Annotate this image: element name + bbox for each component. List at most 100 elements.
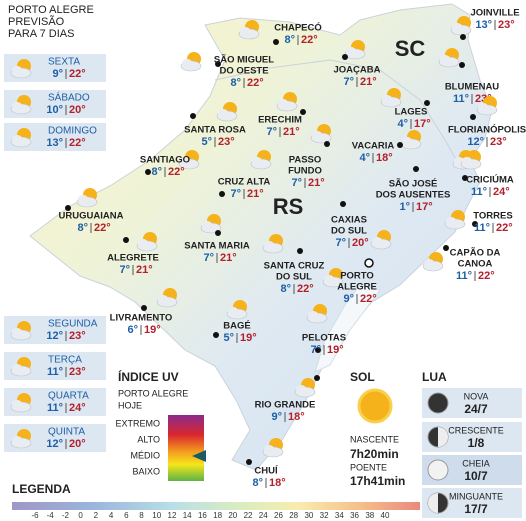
sunrise-label: NASCENTE — [350, 434, 399, 444]
temp-max: 17° — [416, 201, 433, 213]
city-name: SANTA MARIA — [184, 241, 250, 252]
temp-min: 5° — [201, 136, 212, 148]
legend-tick: 34 — [335, 511, 344, 520]
temp-max: 21° — [136, 264, 153, 276]
temp-max: 20° — [69, 438, 86, 450]
legend-tick: -4 — [47, 511, 55, 520]
uv-level: BAIXO — [132, 466, 160, 476]
legend-tick: 14 — [183, 511, 192, 520]
city-name: SÃO JOSÉ — [389, 179, 438, 190]
temp-max: 22° — [69, 68, 86, 80]
legend-tick: 10 — [152, 511, 161, 520]
city-name: FLORIANÓPOLIS — [448, 124, 526, 136]
city-name: LAGES — [395, 107, 428, 118]
legend-tick: 28 — [289, 511, 298, 520]
city-marker — [315, 347, 321, 353]
temp-max: 24° — [69, 402, 86, 414]
city-name: PASSO — [289, 155, 322, 166]
city-name: SANTA CRUZ — [264, 261, 325, 272]
city-name: SÃO MIGUEL — [214, 55, 274, 66]
legend-tick: 12 — [168, 511, 177, 520]
moon-icon — [427, 459, 449, 481]
temp-max: 22° — [69, 137, 86, 149]
temp-max: 23° — [498, 19, 515, 31]
legend-tick: 16 — [198, 511, 207, 520]
header-line: PREVISÃO — [8, 15, 65, 28]
temp-max: 22° — [360, 293, 377, 305]
sunset-label: POENTE — [350, 462, 387, 472]
temp-min: 8° — [252, 477, 263, 489]
uv-title: ÍNDICE UV — [118, 369, 179, 384]
temp-max: 20° — [352, 237, 369, 249]
city-name: VACARIA — [352, 141, 395, 152]
city-marker — [215, 61, 221, 67]
temp-max: 20° — [69, 104, 86, 116]
legend-tick: 8 — [139, 511, 144, 520]
moon-date: 17/7 — [464, 502, 488, 516]
city-marker — [364, 258, 374, 268]
temp-max: 23° — [218, 136, 235, 148]
temp-max: 19° — [240, 332, 257, 344]
moon-phase: MINGUANTE — [449, 491, 503, 501]
temp-max: 23° — [69, 366, 86, 378]
city-marker — [273, 39, 279, 45]
city-name: CANOA — [458, 259, 493, 270]
uv-subtitle: HOJE — [118, 400, 142, 410]
legend-tick: 30 — [304, 511, 313, 520]
temp-max: 21° — [360, 76, 377, 88]
city-name: ALEGRE — [337, 282, 377, 293]
city-name: PELOTAS — [302, 333, 346, 344]
moon-phase: CHEIA — [462, 458, 490, 468]
legend-scale — [12, 502, 420, 510]
temp-min: 8° — [284, 34, 295, 46]
temp-min: 5° — [223, 332, 234, 344]
city-marker — [459, 62, 465, 68]
city-marker — [65, 205, 71, 211]
legend-tick: 26 — [274, 511, 283, 520]
temp-max: 19° — [327, 344, 344, 356]
temp-max: 22° — [168, 166, 185, 178]
temp-min: 4° — [397, 118, 408, 130]
legend-tick: 6 — [124, 511, 129, 520]
city-marker — [246, 459, 252, 465]
city-marker — [300, 109, 306, 115]
temp-min: 7° — [203, 252, 214, 264]
city-name: CHUÍ — [254, 466, 278, 477]
temp-min: 12° — [46, 438, 63, 450]
city-name: BAGÉ — [223, 321, 250, 332]
moon-date: 10/7 — [464, 469, 488, 483]
city-marker — [340, 201, 346, 207]
city-marker — [342, 54, 348, 60]
temp-min: 6° — [127, 324, 138, 336]
temp-min: 4° — [359, 152, 370, 164]
city-marker — [190, 113, 196, 119]
city-name: SANTA ROSA — [184, 125, 246, 136]
region-label: RS — [273, 194, 304, 219]
uv-level: EXTREMO — [115, 418, 160, 428]
city-marker — [213, 332, 219, 338]
temp-min: 7° — [230, 188, 241, 200]
temp-min: 11° — [47, 402, 63, 414]
temp-min: 13° — [475, 19, 492, 31]
forecast-day: DOMINGO — [48, 126, 97, 137]
temp-max: 23° — [490, 136, 507, 148]
legend-tick: 4 — [109, 511, 114, 520]
weather-icon — [180, 51, 202, 72]
city-marker — [219, 191, 225, 197]
moon-lit — [438, 427, 448, 447]
temp-max: 21° — [247, 188, 264, 200]
region-label: SC — [395, 36, 426, 61]
moon-phase: NOVA — [464, 391, 489, 401]
moon-lit — [428, 493, 438, 513]
temp-max: 22° — [478, 270, 495, 282]
temp-max: 18° — [269, 477, 286, 489]
legend-tick: 22 — [244, 511, 253, 520]
temp-min: 8° — [230, 77, 241, 89]
sunset-time: 17h41min — [350, 474, 405, 488]
legend-tick: 36 — [350, 511, 359, 520]
temp-min: 9° — [52, 68, 63, 80]
temp-min: 1° — [399, 201, 410, 213]
temp-min: 11° — [456, 270, 472, 282]
city-marker — [462, 175, 468, 181]
